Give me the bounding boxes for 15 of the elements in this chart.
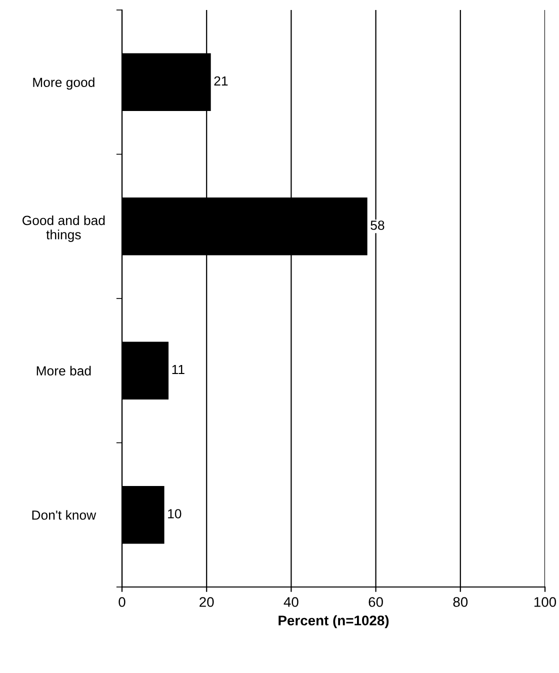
y-tick-label: Don't know (32, 510, 96, 520)
data-label: 58 (370, 220, 384, 230)
x-tick-label: 80 (453, 597, 468, 607)
x-axis-title: Percent (n=1028) (278, 615, 389, 628)
data-label: 21 (214, 76, 228, 86)
y-tick-label: Good and bad things (22, 215, 105, 242)
y-tick-label: More bad (36, 366, 91, 376)
x-tick-label: 20 (200, 597, 214, 607)
x-tick-label: 100 (534, 597, 556, 607)
data-label: 10 (168, 509, 182, 518)
x-tick-label: 0 (118, 597, 126, 607)
y-tick-label: More good (33, 77, 94, 90)
x-tick-label: 40 (284, 597, 298, 607)
data-label: 11 (172, 364, 184, 374)
x-tick-label: 60 (368, 597, 383, 607)
